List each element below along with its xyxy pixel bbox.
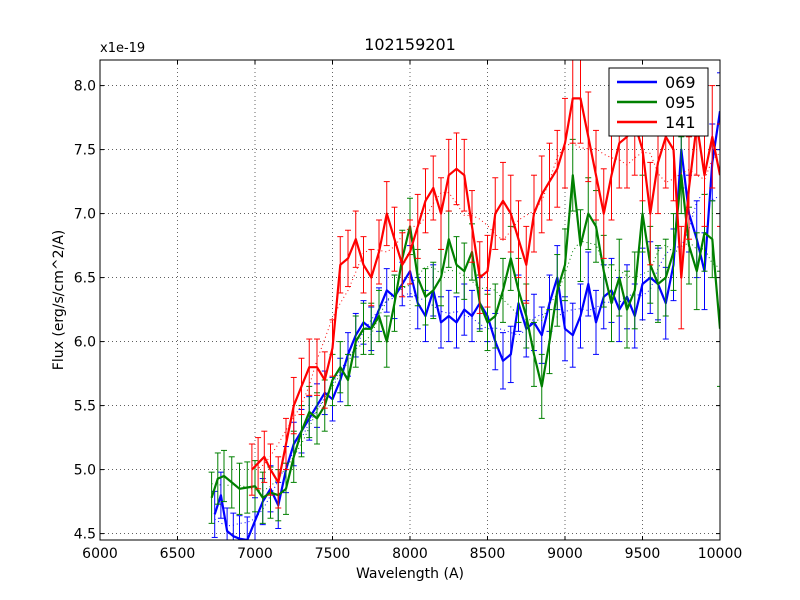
y-tick-label: 7.0 bbox=[74, 207, 96, 223]
legend-label: 095 bbox=[665, 93, 696, 112]
x-axis-label: Wavelength (A) bbox=[356, 566, 464, 582]
plot-frame bbox=[99, 59, 721, 541]
x-tick-label: 7000 bbox=[237, 546, 273, 562]
x-tick-label: 10000 bbox=[698, 546, 743, 562]
x-tick-label: 8500 bbox=[470, 546, 506, 562]
series-line bbox=[210, 174, 720, 499]
x-tick-label: 8000 bbox=[392, 546, 428, 562]
y-tick-label: 6.5 bbox=[74, 271, 96, 287]
series-line bbox=[251, 97, 720, 484]
y-tick-label: 8.0 bbox=[74, 79, 96, 95]
legend-label: 069 bbox=[665, 73, 696, 92]
axis-ticks: 6000 6500 7000 7500 8000 8500 9000 9500 10000 4.5… bbox=[74, 60, 743, 562]
x-tick-label: 6000 bbox=[82, 546, 118, 562]
y-tick-label: 7.5 bbox=[74, 143, 96, 159]
plot-series bbox=[208, 60, 720, 540]
y-tick-label: 5.0 bbox=[74, 463, 96, 479]
y-tick-label: 4.5 bbox=[74, 527, 96, 543]
x-tick-label: 9500 bbox=[625, 546, 661, 562]
x-tick-label: 7500 bbox=[315, 546, 351, 562]
x-tick-label: 6500 bbox=[160, 546, 196, 562]
y-offset-label: x1e-19 bbox=[100, 41, 145, 56]
y-axis-label: Flux (erg/s/cm^2/A) bbox=[51, 230, 67, 370]
x-tick-label: 9000 bbox=[547, 546, 583, 562]
series-095 bbox=[208, 136, 720, 524]
y-tick-label: 6.0 bbox=[74, 335, 96, 351]
legend-label: 141 bbox=[665, 113, 696, 132]
y-tick-label: 5.5 bbox=[74, 399, 96, 415]
chart-title: 102159201 bbox=[364, 35, 456, 54]
